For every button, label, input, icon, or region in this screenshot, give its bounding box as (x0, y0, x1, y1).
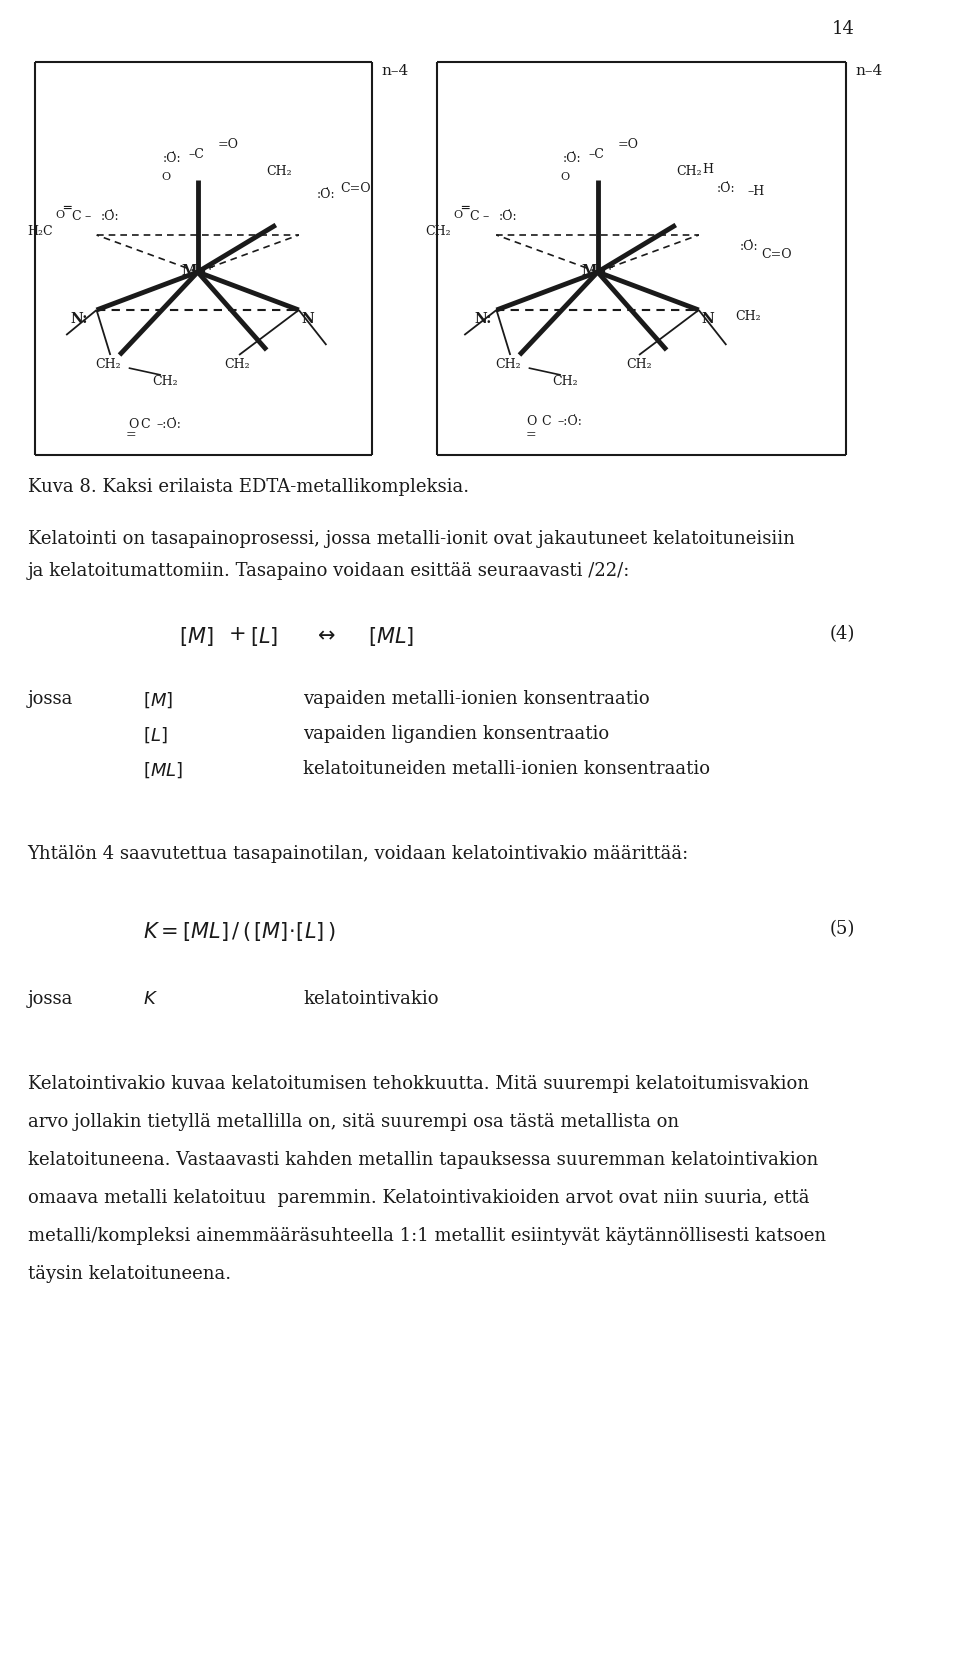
Text: CH₂: CH₂ (553, 375, 578, 389)
Text: Kuva 8. Kaksi erilaista EDTA-metallikompleksia.: Kuva 8. Kaksi erilaista EDTA-metallikomp… (28, 478, 468, 497)
Text: arvo jollakin tietyllä metallilla on, sitä suurempi osa tästä metallista on: arvo jollakin tietyllä metallilla on, si… (28, 1113, 679, 1131)
Text: –C: –C (588, 148, 604, 161)
Text: kelatoituneiden metalli-ionien konsentraatio: kelatoituneiden metalli-ionien konsentra… (303, 761, 710, 777)
Text: N:: N: (474, 312, 492, 326)
Text: C: C (71, 209, 82, 223)
Text: –:Ȯ:: –:Ȯ: (557, 415, 582, 429)
Text: O: O (128, 419, 138, 430)
Text: $\leftrightarrow$: $\leftrightarrow$ (313, 625, 335, 644)
Text: $+$: $+$ (228, 625, 246, 644)
Text: vapaiden metalli-ionien konsentraatio: vapaiden metalli-ionien konsentraatio (303, 689, 650, 708)
Text: kelatoituneena. Vastaavasti kahden metallin tapauksessa suuremman kelatointivaki: kelatoituneena. Vastaavasti kahden metal… (28, 1151, 818, 1169)
Text: –: – (482, 209, 489, 223)
Text: –:Ȯ:: –:Ȯ: (156, 419, 181, 430)
Text: H: H (703, 163, 713, 176)
Text: $K$: $K$ (142, 990, 157, 1008)
Text: jossa: jossa (28, 689, 73, 708)
Text: O: O (56, 209, 64, 219)
Text: Kelatointi on tasapainoprosessi, jossa metalli-ionit ovat jakautuneet kelatoitun: Kelatointi on tasapainoprosessi, jossa m… (28, 530, 795, 548)
Text: n–4: n–4 (381, 65, 409, 78)
Text: ═: ═ (462, 203, 469, 214)
Text: =: = (125, 429, 136, 442)
Text: ═: ═ (63, 203, 71, 214)
Text: (5): (5) (829, 920, 855, 938)
Text: :Ȯ:: :Ȯ: (499, 209, 517, 223)
Text: –C: –C (188, 148, 204, 161)
Text: $[L]$: $[L]$ (142, 724, 167, 744)
Text: Mn⁺: Mn⁺ (181, 264, 214, 277)
Text: CH₂: CH₂ (677, 164, 703, 178)
Text: $[L]$: $[L]$ (250, 625, 278, 648)
Text: :Ȯ:: :Ȯ: (563, 153, 581, 164)
Text: jossa: jossa (28, 990, 73, 1008)
Text: metalli/kompleksi ainemmääräsuhteella 1:1 metallit esiintyvät käytännöllisesti k: metalli/kompleksi ainemmääräsuhteella 1:… (28, 1227, 826, 1246)
Text: C=O: C=O (340, 183, 371, 194)
Text: kelatointivakio: kelatointivakio (303, 990, 439, 1008)
Text: O: O (453, 209, 463, 219)
Text: H₂C: H₂C (28, 224, 54, 238)
Text: =: = (526, 429, 537, 442)
Text: N:: N: (70, 312, 87, 326)
Text: CH₂: CH₂ (425, 224, 450, 238)
Text: CH₂: CH₂ (626, 359, 652, 370)
Text: –: – (84, 209, 90, 223)
Text: :Ȯ:: :Ȯ: (101, 209, 120, 223)
Text: O: O (526, 415, 537, 429)
Text: omaava metalli kelatoituu  paremmin. Kelatointivakioiden arvot ovat niin suuria,: omaava metalli kelatoituu paremmin. Kela… (28, 1189, 809, 1208)
Text: $[ML]$: $[ML]$ (368, 625, 414, 648)
Text: :Ȯ:: :Ȯ: (740, 239, 758, 252)
Text: ja kelatoitumattomiin. Tasapaino voidaan esittää seuraavasti /22/:: ja kelatoitumattomiin. Tasapaino voidaan… (28, 561, 630, 580)
Text: –H: –H (748, 184, 765, 198)
Text: 14: 14 (832, 20, 855, 38)
Text: $[M]$: $[M]$ (142, 689, 173, 709)
Text: CH₂: CH₂ (96, 359, 121, 370)
Text: CH₂: CH₂ (495, 359, 521, 370)
Text: :Ȯ:: :Ȯ: (317, 188, 336, 201)
Text: täysin kelatoituneena.: täysin kelatoituneena. (28, 1266, 230, 1282)
Text: O: O (561, 173, 570, 183)
Text: =O: =O (218, 138, 239, 151)
Text: CH₂: CH₂ (153, 375, 179, 389)
Text: C: C (541, 415, 551, 429)
Text: vapaiden ligandien konsentraatio: vapaiden ligandien konsentraatio (303, 724, 610, 742)
Text: CH₂: CH₂ (735, 311, 761, 322)
Text: N: N (702, 312, 714, 326)
Text: O: O (161, 173, 170, 183)
Text: C: C (140, 419, 150, 430)
Text: CH₂: CH₂ (267, 164, 292, 178)
Text: C: C (469, 209, 479, 223)
Text: (4): (4) (829, 625, 855, 643)
Text: =O: =O (618, 138, 638, 151)
Text: Mn⁺: Mn⁺ (581, 264, 614, 277)
Text: $[ML]$: $[ML]$ (142, 761, 182, 779)
Text: C=O: C=O (761, 247, 792, 261)
Text: :Ȯ:: :Ȯ: (162, 153, 181, 164)
Text: n–4: n–4 (855, 65, 882, 78)
Text: :Ȯ:: :Ȯ: (717, 183, 735, 194)
Text: $[M]$: $[M]$ (180, 625, 214, 648)
Text: Kelatointivakio kuvaa kelatoitumisen tehokkuutta. Mitä suurempi kelatoitumisvaki: Kelatointivakio kuvaa kelatoitumisen teh… (28, 1075, 808, 1093)
Text: N: N (301, 312, 314, 326)
Text: Yhtälön 4 saavutettua tasapainotilan, voidaan kelatointivakio määrittää:: Yhtälön 4 saavutettua tasapainotilan, vo… (28, 845, 689, 864)
Text: CH₂: CH₂ (225, 359, 250, 370)
Text: $K = [ML]\,/\,(\,[M]\!\cdot\![L]\,)$: $K = [ML]\,/\,(\,[M]\!\cdot\![L]\,)$ (142, 920, 335, 943)
